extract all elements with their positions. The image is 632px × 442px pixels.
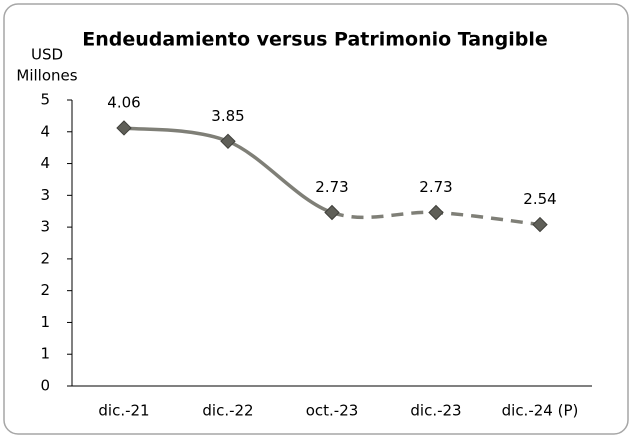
y-tick-label: 4 <box>40 154 50 172</box>
x-tick-label: dic.-21 <box>98 402 149 420</box>
data-label: 2.73 <box>419 178 452 196</box>
marker <box>116 120 132 136</box>
y-tick-label: 1 <box>40 345 50 363</box>
data-label: 2.73 <box>315 178 348 196</box>
marker <box>428 204 444 221</box>
marker <box>324 204 340 221</box>
y-tick-label: 5 <box>40 91 50 109</box>
y-axis-label: USD <box>31 46 63 64</box>
x-tick-label: dic.-23 <box>410 402 461 420</box>
data-label: 2.54 <box>523 190 556 208</box>
x-tick-label: dic.-22 <box>202 402 253 420</box>
chart-title: Endeudamiento versus Patrimonio Tangible <box>82 29 548 51</box>
y-axis-label: Millones <box>16 67 77 85</box>
y-tick-label: 2 <box>40 249 50 267</box>
data-label: 4.06 <box>107 93 140 111</box>
marker <box>532 216 548 233</box>
x-tick-label: dic.-24 (P) <box>502 402 579 420</box>
x-tick-label: oct.-23 <box>306 402 359 420</box>
y-tick-label: 1 <box>40 313 50 331</box>
marker <box>220 133 236 150</box>
y-tick-label: 4 <box>40 122 50 140</box>
y-tick-label: 3 <box>40 218 50 236</box>
frame <box>3 3 629 435</box>
y-tick-label: 2 <box>40 281 50 299</box>
data-label: 3.85 <box>211 107 244 125</box>
y-tick-label: 0 <box>40 377 50 395</box>
y-tick-label: 3 <box>40 186 50 204</box>
